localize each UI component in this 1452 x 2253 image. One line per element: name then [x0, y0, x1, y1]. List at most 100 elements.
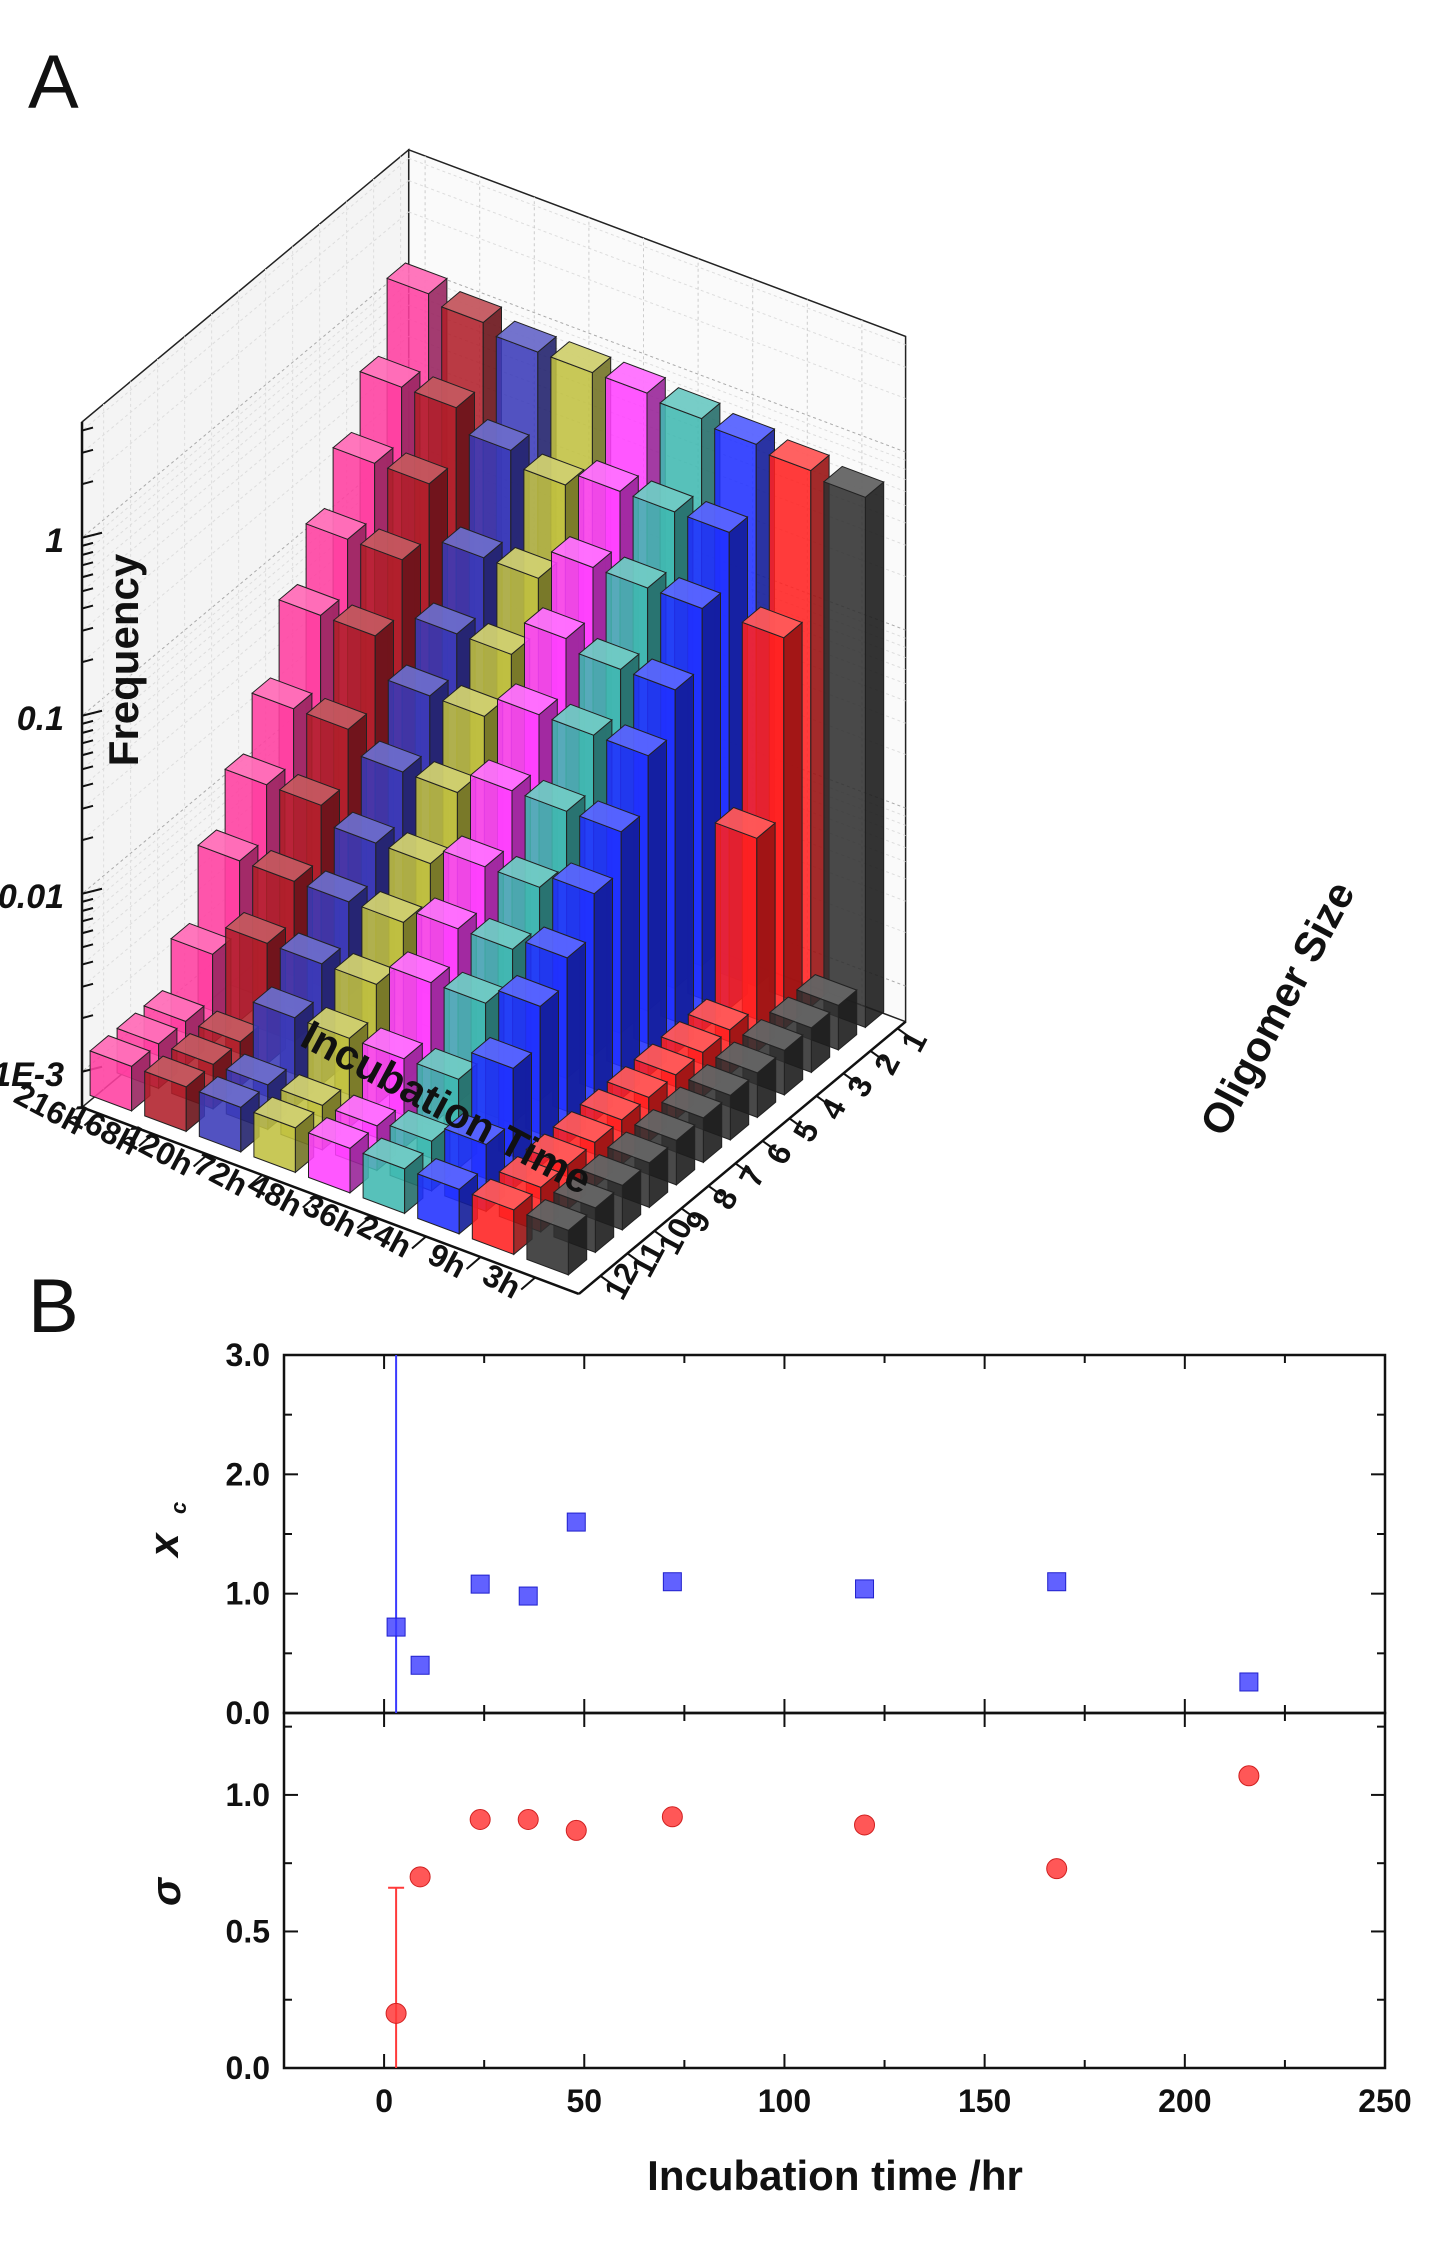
bar-top-face [525, 1199, 588, 1231]
plot-frame-xc [282, 1353, 1387, 1715]
panel-b-labels: 0.0 1.0 2.0 3.0 0.0 0.5 1.0 0 50 100 150 200 250 Incu… [140, 1337, 1412, 2199]
bar-top-face [279, 1074, 342, 1106]
bar-top-face [659, 387, 721, 420]
bar-top-face [306, 870, 369, 903]
bar-top-face [388, 951, 451, 984]
y-axis-tick [81, 739, 94, 745]
bar-top-face [143, 990, 205, 1022]
bar-front-face [823, 480, 866, 1029]
y-axis-tick [81, 782, 94, 788]
bar-top-face [440, 291, 503, 324]
xc-point [518, 1586, 538, 1606]
time-tick-label: 24h [352, 1207, 418, 1265]
grid-line-side [81, 211, 410, 485]
grid-line-side [81, 496, 410, 770]
bar-top-face [497, 855, 559, 888]
bar-top-face [306, 1006, 369, 1039]
y-tick-label-xc: 0.0 [226, 1695, 270, 1731]
size-tick [842, 1072, 859, 1085]
grid-line-side [81, 358, 410, 632]
bar-top-face [579, 1088, 642, 1121]
bar-9h-size-12 [471, 1178, 534, 1256]
y-axis-tick [81, 541, 94, 547]
bar-top-face [687, 998, 750, 1031]
xc-point [386, 1617, 406, 1637]
y-tick-label-xc: 1.0 [226, 1576, 270, 1612]
bar-top-face [441, 526, 504, 559]
bar-top-face [362, 1137, 424, 1170]
grid-line-side [81, 157, 410, 431]
panel-a-label: A [28, 40, 79, 125]
bar-top-face [198, 1076, 261, 1108]
grid-line-side [81, 567, 410, 841]
y-axis-tick [81, 604, 94, 610]
xc-point [470, 1574, 490, 1594]
grid-line-side [81, 180, 410, 454]
size-axis-line [578, 1020, 907, 1295]
time-tick [356, 1215, 373, 1229]
bar-top-face [225, 1053, 288, 1086]
xc-point [566, 1512, 586, 1532]
xc-point [1239, 1672, 1259, 1692]
panel-a-bars [89, 262, 885, 1276]
grid-line-side [81, 335, 410, 609]
bar-top-face [522, 453, 585, 486]
bar-top-face [252, 1096, 315, 1129]
bar-top-face [333, 811, 396, 844]
bar-top-face [89, 1035, 151, 1067]
size-tick [788, 1117, 805, 1130]
sigma-point [385, 2002, 407, 2024]
y-axis-tick [81, 836, 94, 842]
bar-top-face [525, 1133, 588, 1166]
y-axis-tick [81, 929, 94, 935]
grid-line-back [408, 273, 906, 461]
x-tick-label: 0 [375, 2083, 393, 2119]
bar-side-face [674, 673, 694, 1055]
bar-top-face [577, 459, 640, 492]
y-axis-tick [81, 804, 94, 810]
bar-top-face [361, 1027, 424, 1060]
y-axis-tick [81, 897, 94, 903]
bar-top-face [224, 753, 286, 786]
bar-top-face [359, 355, 421, 388]
bar-216h-size-12 [89, 1035, 151, 1112]
bar-side-face [620, 815, 640, 1100]
y-tick-label-sigma: 1.0 [226, 1777, 270, 1813]
y-axis-tick [81, 448, 94, 454]
panel-b-label: B [28, 1264, 79, 1349]
sigma-point [854, 1814, 876, 1836]
bar-top-face [278, 773, 341, 806]
bar-top-face [633, 1109, 696, 1141]
bar-top-face [552, 1176, 615, 1209]
bar-top-face [305, 507, 367, 540]
time-tick [247, 1174, 263, 1188]
bar-top-face [604, 361, 667, 394]
size-tick [761, 1140, 778, 1152]
sigma-point [661, 1806, 683, 1828]
sigma-point [565, 1819, 587, 1841]
sigma-point [1238, 1765, 1260, 1787]
y-tick-label-xc: 3.0 [226, 1337, 270, 1373]
bar-168h-size-12 [143, 1055, 206, 1133]
bar-top-face [470, 1036, 533, 1069]
y-axis-tick [81, 573, 94, 579]
y-axis-tick [81, 982, 94, 988]
y-axis-tick [81, 719, 94, 725]
size-tick [653, 1230, 670, 1242]
bar-top-face [551, 862, 614, 895]
bar-top-face [307, 1117, 370, 1149]
bar-top-face [332, 604, 395, 637]
grid-line-side [81, 265, 410, 539]
y-axis-tick [81, 551, 94, 556]
bar-top-face [549, 341, 612, 374]
bar-top-face [659, 577, 722, 610]
size-tick [734, 1162, 751, 1175]
bar-top-face [523, 607, 586, 640]
bar-top-face [714, 1041, 777, 1074]
bar-top-face [497, 974, 560, 1007]
bar-top-face [741, 1019, 804, 1051]
time-tick [83, 1112, 100, 1127]
frequency-axis-title: Frequency [100, 553, 147, 766]
bar-top-face [686, 500, 749, 533]
bar-top-face [197, 829, 259, 862]
